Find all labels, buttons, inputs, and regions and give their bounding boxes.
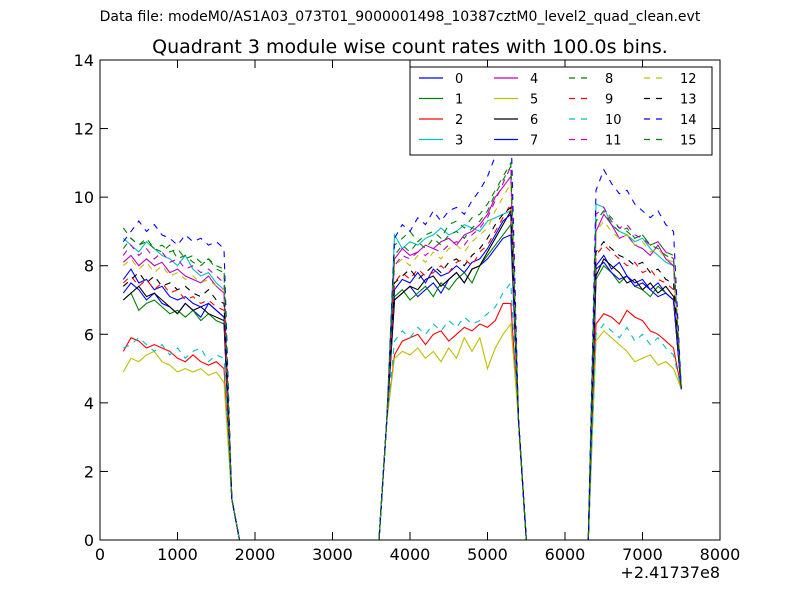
legend-label-1: 1 — [455, 93, 463, 108]
series-line-14 — [122, 119, 682, 541]
legend-label-4: 4 — [530, 72, 538, 87]
series-line-6 — [122, 208, 682, 541]
x-tick-label: 8000 — [700, 545, 741, 564]
x-tick-label: 2000 — [235, 545, 276, 564]
series-line-4 — [122, 175, 682, 541]
legend-label-15: 15 — [680, 134, 697, 149]
plot-lines — [122, 119, 682, 541]
legend-label-8: 8 — [605, 72, 613, 87]
series-line-9 — [122, 202, 682, 541]
axes: 0 1000 2000 3000 4000 5000 6000 7000 80000246810… — [74, 51, 741, 564]
x-tick-label: 7000 — [622, 545, 663, 564]
series-line-11 — [122, 166, 682, 541]
legend-label-0: 0 — [455, 72, 463, 87]
legend-label-6: 6 — [530, 113, 538, 128]
x-tick-label: 5000 — [467, 545, 508, 564]
y-tick-label: 14 — [74, 51, 94, 70]
y-tick-label: 8 — [84, 257, 94, 276]
series-line-13 — [122, 206, 682, 541]
y-tick-label: 4 — [84, 394, 94, 413]
x-tick-label: 4000 — [390, 545, 431, 564]
legend-box — [409, 66, 713, 156]
y-tick-label: 6 — [84, 325, 94, 344]
legend-label-12: 12 — [680, 72, 697, 87]
y-tick-label: 0 — [84, 531, 94, 550]
y-tick-label: 10 — [74, 188, 94, 207]
figure-suptitle: Data file: modeM0/AS1A03_073T01_90000014… — [99, 9, 701, 25]
y-tick-label: 2 — [84, 462, 94, 481]
y-tick-label: 12 — [74, 120, 94, 139]
legend-label-10: 10 — [605, 113, 622, 128]
chart-title: Quadrant 3 module wise count rates with … — [152, 36, 668, 58]
x-tick-label: 6000 — [545, 545, 586, 564]
x-offset-label: +2.41737e8 — [620, 563, 720, 582]
x-tick-label: 3000 — [312, 545, 353, 564]
series-line-3 — [122, 203, 682, 541]
legend-label-5: 5 — [530, 93, 538, 108]
legend-label-9: 9 — [605, 93, 613, 108]
legend-label-13: 13 — [680, 93, 697, 108]
legend-label-3: 3 — [455, 134, 463, 149]
legend-label-2: 2 — [455, 113, 463, 128]
legend-label-14: 14 — [680, 113, 697, 128]
series-line-12 — [122, 181, 682, 541]
x-tick-label: 1000 — [157, 545, 198, 564]
series-line-10 — [123, 281, 682, 541]
series-line-2 — [122, 302, 682, 541]
series-line-15 — [122, 164, 682, 541]
series-line-5 — [122, 322, 682, 541]
series-line-7 — [122, 213, 682, 541]
legend-label-7: 7 — [530, 134, 538, 149]
legend-label-11: 11 — [605, 134, 622, 149]
x-tick-label: 0 — [95, 545, 105, 564]
series-line-1 — [122, 223, 682, 541]
